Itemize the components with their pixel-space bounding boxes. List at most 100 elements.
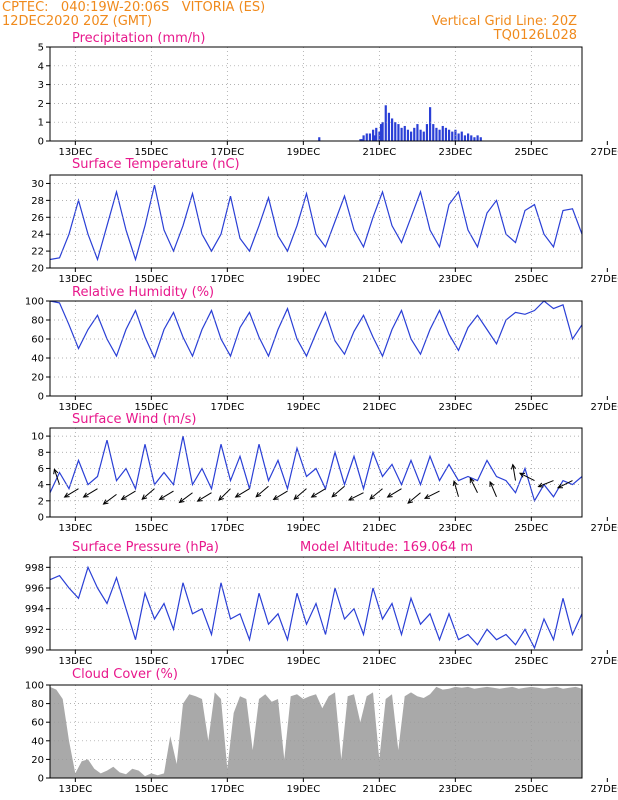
wind-arrow-shaft	[489, 481, 497, 497]
precip-bar	[444, 127, 448, 141]
temperature-ytick-label: 26	[31, 213, 44, 224]
wind-xtick-label: 25DEC	[514, 523, 548, 534]
pressure-ytick-label: 994	[25, 604, 44, 615]
temperature-xtick-label: 21DEC	[362, 274, 396, 285]
wind-xtick-label: 13DEC	[58, 523, 92, 534]
wind-xtick-label: 21DEC	[362, 523, 396, 534]
humidity-title: Relative Humidity (%)	[72, 285, 214, 300]
precipitation-xtick-label: 13DEC	[58, 147, 92, 158]
humidity-ytick-label: 0	[38, 392, 44, 403]
cloud-xtick-label: 13DEC	[58, 784, 92, 795]
temperature-xtick-label: 23DEC	[438, 274, 472, 285]
precip-bar	[460, 131, 463, 141]
temperature-xtick-label: 19DEC	[286, 274, 320, 285]
temperature-title: Surface Temperature (nC)	[72, 157, 240, 172]
wind-arrow-shaft	[83, 488, 98, 498]
humidity-xtick-label: 25DEC	[514, 402, 548, 413]
humidity-series-line	[49, 300, 583, 360]
cloud-ytick-label: 40	[31, 736, 44, 747]
wind-title: Surface Wind (m/s)	[72, 412, 196, 427]
precip-bar	[476, 135, 479, 141]
precipitation-xtick-label: 25DEC	[514, 147, 548, 158]
precip-bar	[425, 124, 429, 141]
precip-bar	[387, 112, 391, 141]
humidity-ytick-label: 100	[25, 297, 44, 308]
humidity-xtick-label: 17DEC	[210, 402, 244, 413]
precip-bar	[416, 124, 419, 141]
pressure-ytick-label: 996	[25, 584, 44, 595]
wind-arrow-head	[510, 463, 517, 470]
wind-arrow-shaft	[121, 490, 136, 500]
wind-arrow-head	[537, 482, 544, 488]
humidity-xtick-label: 15DEC	[134, 402, 168, 413]
wind-arrow-head	[120, 495, 127, 500]
wind-arrow-shaft	[407, 492, 421, 504]
cloud-title: Cloud Cover (%)	[72, 667, 178, 682]
pressure-series-line	[49, 565, 583, 650]
pressure-xtick-label: 13DEC	[58, 656, 92, 667]
humidity-ytick-label: 40	[31, 354, 44, 365]
precip-bar	[362, 135, 365, 141]
wind-ytick-label: 8	[38, 448, 44, 459]
wind-xtick-label: 23DEC	[438, 523, 472, 534]
wind-arrow-head	[331, 492, 338, 498]
humidity-xtick-label: 19DEC	[286, 402, 320, 413]
precipitation-xtick-label: 15DEC	[134, 147, 168, 158]
humidity-ytick-label: 60	[31, 335, 44, 346]
cloud-xtick-label: 19DEC	[286, 784, 320, 795]
precip-bar	[410, 131, 413, 141]
cloud-ytick-label: 20	[31, 755, 44, 766]
wind-arrow-head	[469, 477, 475, 484]
wind-arrow-head	[452, 480, 458, 487]
wind-arrow-shaft	[557, 480, 573, 489]
cloud-frame	[49, 684, 583, 779]
precip-bar	[365, 133, 368, 141]
temperature-xtick-label: 15DEC	[134, 274, 168, 285]
wind-arrow-head	[386, 492, 393, 498]
temperature-frame	[49, 174, 583, 269]
pressure-title: Surface Pressure (hPa)	[72, 540, 219, 555]
wind-xtick-label: 19DEC	[286, 523, 320, 534]
precip-bar	[397, 124, 400, 141]
wind-arrow-shaft	[331, 485, 345, 498]
wind-arrow-head	[196, 496, 203, 502]
temperature-xtick-label: 17DEC	[210, 274, 244, 285]
pressure-ytick-label: 998	[25, 563, 44, 574]
precipitation-ytick-label: 3	[38, 80, 44, 91]
pressure-xtick-label: 23DEC	[438, 656, 472, 667]
cloud-xtick-label: 21DEC	[362, 784, 396, 795]
wind-arrow-shaft	[512, 464, 516, 481]
precip-bar	[473, 137, 476, 141]
wind-arrow-head	[272, 495, 279, 500]
precip-bar	[467, 133, 470, 141]
humidity-frame	[49, 300, 583, 397]
wind-arrow-shaft	[293, 488, 307, 500]
pressure-xtick-label: 19DEC	[286, 656, 320, 667]
wind-arrow-head	[556, 483, 563, 489]
precip-bar	[372, 129, 375, 141]
cloud-ytick-label: 0	[38, 774, 44, 785]
precip-bar	[441, 125, 444, 141]
temperature-ytick-label: 22	[31, 247, 44, 258]
wind-arrow-shaft	[424, 490, 440, 499]
wind-ytick-label: 6	[38, 464, 44, 475]
temperature-ytick-label: 20	[31, 264, 44, 275]
precip-bar	[438, 129, 441, 141]
wind-arrow-head	[53, 468, 59, 475]
precipitation-xtick-label: 23DEC	[438, 147, 472, 158]
wind-arrow-head	[489, 480, 495, 487]
wind-arrow-shaft	[64, 488, 79, 498]
precipitation-ytick-label: 4	[38, 61, 44, 72]
wind-arrow-head	[141, 494, 148, 500]
humidity-ytick-label: 80	[31, 316, 44, 327]
wind-arrow-shaft	[197, 492, 212, 502]
wind-arrow-head	[518, 472, 526, 478]
precipitation-title: Precipitation (mm/h)	[72, 31, 205, 46]
wind-arrow-shaft	[235, 488, 250, 498]
precipitation-ytick-label: 0	[38, 137, 44, 148]
humidity-xtick-label: 13DEC	[58, 402, 92, 413]
wind-arrow-head	[407, 498, 414, 504]
